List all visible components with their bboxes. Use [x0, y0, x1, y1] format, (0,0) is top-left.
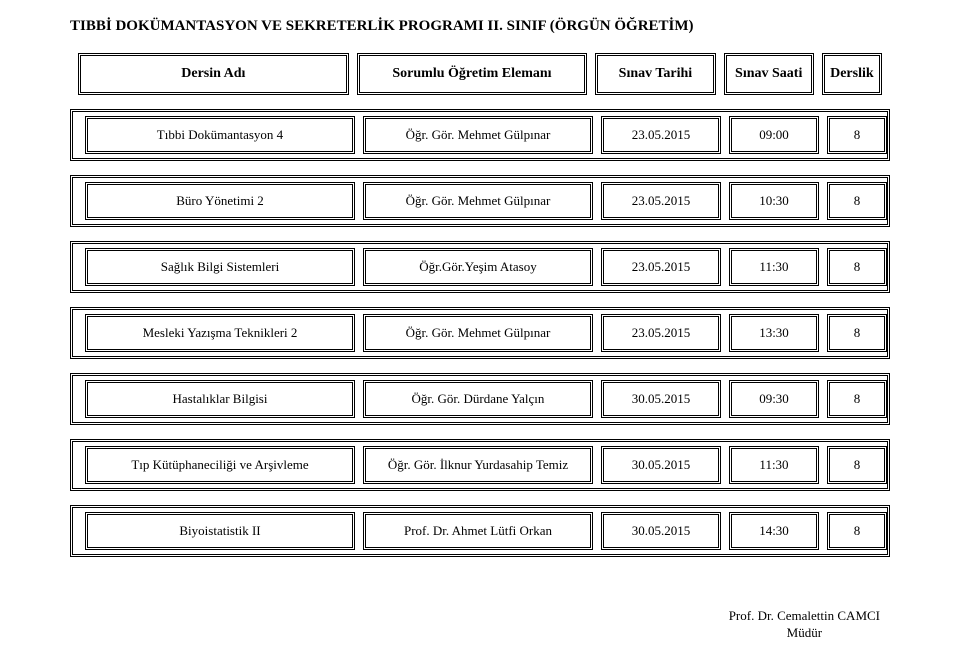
- header-cell-date: Sınav Tarihi: [595, 53, 715, 95]
- page-title: TIBBİ DOKÜMANTASYON VE SEKRETERLİK PROGR…: [70, 18, 890, 35]
- signature-block: Prof. Dr. Cemalettin CAMCI Müdür: [729, 608, 880, 642]
- header-row: Dersin Adı Sorumlu Öğretim Elemanı Sınav…: [70, 53, 890, 95]
- cell-room: 8: [827, 512, 887, 550]
- cell-course: Biyoistatistik II: [85, 512, 355, 550]
- exam-row: Biyoistatistik II Prof. Dr. Ahmet Lütfi …: [70, 505, 890, 557]
- cell-instructor: Öğr. Gör. Mehmet Gülpınar: [363, 182, 593, 220]
- header-cell-room: Derslik: [822, 53, 882, 95]
- cell-course: Tıbbi Dokümantasyon 4: [85, 116, 355, 154]
- cell-instructor: Prof. Dr. Ahmet Lütfi Orkan: [363, 512, 593, 550]
- cell-time: 13:30: [729, 314, 819, 352]
- exam-row: Sağlık Bilgi Sistemleri Öğr.Gör.Yeşim At…: [70, 241, 890, 293]
- cell-date: 30.05.2015: [601, 446, 721, 484]
- cell-date: 23.05.2015: [601, 182, 721, 220]
- signature-name: Prof. Dr. Cemalettin CAMCI: [729, 608, 880, 625]
- cell-course: Büro Yönetimi 2: [85, 182, 355, 220]
- cell-date: 30.05.2015: [601, 512, 721, 550]
- cell-room: 8: [827, 446, 887, 484]
- exam-row: Büro Yönetimi 2 Öğr. Gör. Mehmet Gülpına…: [70, 175, 890, 227]
- header-cell-time: Sınav Saati: [724, 53, 814, 95]
- cell-date: 23.05.2015: [601, 314, 721, 352]
- cell-instructor: Öğr. Gör. İlknur Yurdasahip Temiz: [363, 446, 593, 484]
- cell-date: 30.05.2015: [601, 380, 721, 418]
- cell-course: Hastalıklar Bilgisi: [85, 380, 355, 418]
- exam-row: Hastalıklar Bilgisi Öğr. Gör. Dürdane Ya…: [70, 373, 890, 425]
- header-cell-instructor: Sorumlu Öğretim Elemanı: [357, 53, 588, 95]
- cell-course: Mesleki Yazışma Teknikleri 2: [85, 314, 355, 352]
- cell-instructor: Öğr. Gör. Mehmet Gülpınar: [363, 314, 593, 352]
- cell-room: 8: [827, 248, 887, 286]
- cell-instructor: Öğr.Gör.Yeşim Atasoy: [363, 248, 593, 286]
- exam-row: Mesleki Yazışma Teknikleri 2 Öğr. Gör. M…: [70, 307, 890, 359]
- cell-date: 23.05.2015: [601, 248, 721, 286]
- cell-instructor: Öğr. Gör. Dürdane Yalçın: [363, 380, 593, 418]
- cell-room: 8: [827, 314, 887, 352]
- cell-room: 8: [827, 116, 887, 154]
- exam-row: Tıp Kütüphaneciliği ve Arşivleme Öğr. Gö…: [70, 439, 890, 491]
- cell-time: 11:30: [729, 248, 819, 286]
- cell-room: 8: [827, 182, 887, 220]
- cell-course: Tıp Kütüphaneciliği ve Arşivleme: [85, 446, 355, 484]
- header-cell-name: Dersin Adı: [78, 53, 349, 95]
- signature-title: Müdür: [729, 625, 880, 642]
- cell-time: 11:30: [729, 446, 819, 484]
- cell-time: 09:00: [729, 116, 819, 154]
- cell-date: 23.05.2015: [601, 116, 721, 154]
- cell-course: Sağlık Bilgi Sistemleri: [85, 248, 355, 286]
- cell-room: 8: [827, 380, 887, 418]
- page: TIBBİ DOKÜMANTASYON VE SEKRETERLİK PROGR…: [0, 0, 960, 660]
- cell-time: 10:30: [729, 182, 819, 220]
- cell-time: 14:30: [729, 512, 819, 550]
- cell-instructor: Öğr. Gör. Mehmet Gülpınar: [363, 116, 593, 154]
- cell-time: 09:30: [729, 380, 819, 418]
- exam-row: Tıbbi Dokümantasyon 4 Öğr. Gör. Mehmet G…: [70, 109, 890, 161]
